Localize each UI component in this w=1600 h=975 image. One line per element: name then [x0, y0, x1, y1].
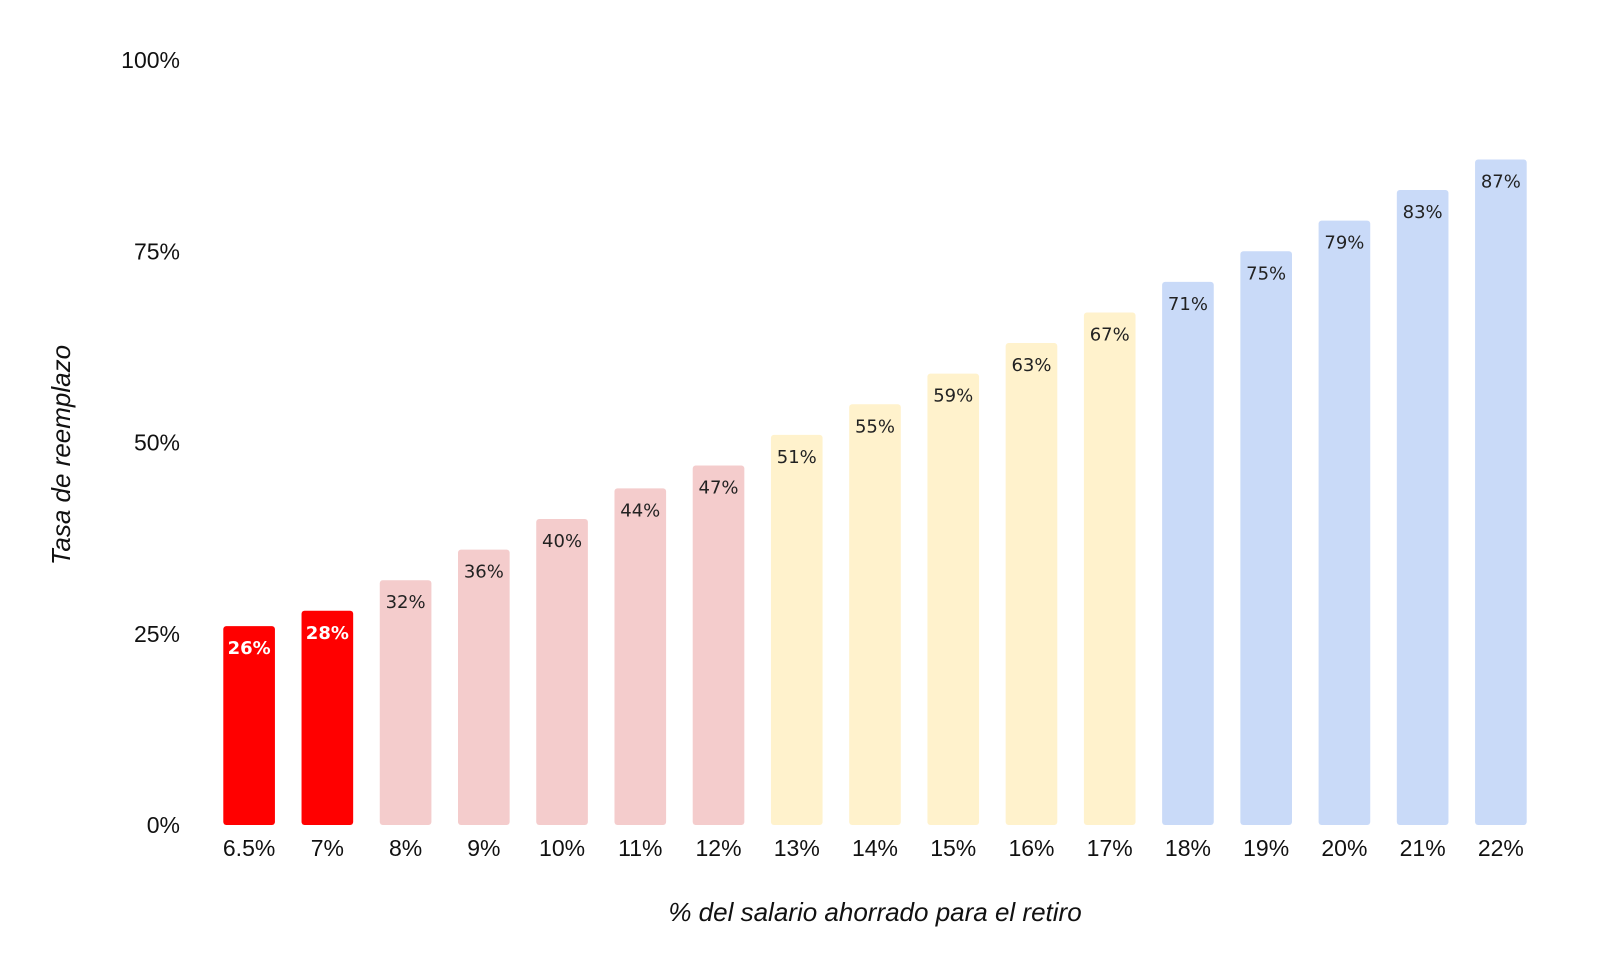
- bar: [458, 549, 510, 825]
- x-tick-label: 8%: [389, 835, 422, 861]
- y-axis-title: Tasa de reemplazo: [46, 345, 76, 565]
- bar: [1240, 251, 1292, 825]
- bar-data-label: 26%: [228, 638, 271, 659]
- bar-data-label: 32%: [386, 592, 426, 613]
- bar: [379, 580, 432, 825]
- x-tick-label: 19%: [1243, 835, 1289, 861]
- x-tick-label: 18%: [1165, 835, 1211, 861]
- bar-data-labels: 26% 28% 32% 36% 40% 44% 47% 51% 55% 59% 63% 67% 71% 7…: [228, 171, 1521, 659]
- x-tick-label: 14%: [852, 835, 898, 861]
- bar: [1162, 281, 1214, 826]
- bar: [1475, 159, 1527, 825]
- bar-data-label: 36%: [464, 562, 504, 583]
- x-tick-label: 21%: [1400, 835, 1446, 861]
- bar-data-label: 47%: [699, 477, 739, 498]
- x-tick-label: 22%: [1478, 835, 1524, 861]
- bar-data-label: 87%: [1481, 171, 1521, 192]
- bars: [223, 159, 1527, 826]
- x-tick-label: 12%: [696, 835, 742, 861]
- y-tick-label: 0%: [147, 812, 180, 838]
- bar: [1005, 343, 1058, 825]
- x-axis-ticks: 6.5% 7% 8% 9% 10% 11% 12% 13% 14% 15% 16% 17% 18% 19%…: [223, 835, 1524, 861]
- bar: [927, 373, 980, 825]
- x-axis-title: % del salario ahorrado para el retiro: [668, 897, 1081, 927]
- y-tick-label: 50%: [134, 430, 180, 456]
- x-tick-label: 10%: [539, 835, 585, 861]
- x-tick-label: 9%: [467, 835, 500, 861]
- bar-data-label: 28%: [306, 623, 349, 644]
- x-tick-label: 6.5%: [223, 835, 275, 861]
- bar-data-label: 59%: [933, 386, 973, 407]
- x-tick-label: 11%: [618, 835, 662, 861]
- x-tick-label: 20%: [1321, 835, 1367, 861]
- x-tick-label: 17%: [1087, 835, 1133, 861]
- x-tick-label: 13%: [774, 835, 820, 861]
- y-tick-label: 25%: [134, 621, 180, 647]
- bar: [692, 465, 745, 825]
- bar-data-label: 44%: [620, 500, 660, 521]
- bar: [1083, 312, 1136, 825]
- bar-data-label: 83%: [1403, 202, 1443, 223]
- bar: [849, 404, 901, 825]
- y-axis-ticks: 0% 25% 50% 75% 100%: [121, 47, 180, 838]
- bar: [614, 488, 667, 825]
- bar: [770, 434, 823, 825]
- bar: [536, 519, 588, 825]
- bar-data-label: 51%: [777, 447, 817, 468]
- bar: [301, 610, 354, 825]
- x-tick-label: 7%: [311, 835, 344, 861]
- bar: [1396, 190, 1449, 826]
- bar-data-label: 79%: [1324, 233, 1364, 254]
- bar-data-label: 63%: [1011, 355, 1051, 376]
- bar-data-label: 55%: [855, 416, 895, 437]
- x-tick-label: 15%: [930, 835, 976, 861]
- y-tick-label: 75%: [134, 238, 180, 264]
- y-tick-label: 100%: [121, 47, 180, 73]
- bar-data-label: 75%: [1246, 263, 1286, 284]
- bar: [1318, 220, 1371, 825]
- bar-data-label: 71%: [1168, 294, 1208, 315]
- x-tick-label: 16%: [1008, 835, 1054, 861]
- bar-data-label: 40%: [542, 531, 582, 552]
- bar: [223, 626, 275, 825]
- bar-data-label: 67%: [1090, 324, 1130, 345]
